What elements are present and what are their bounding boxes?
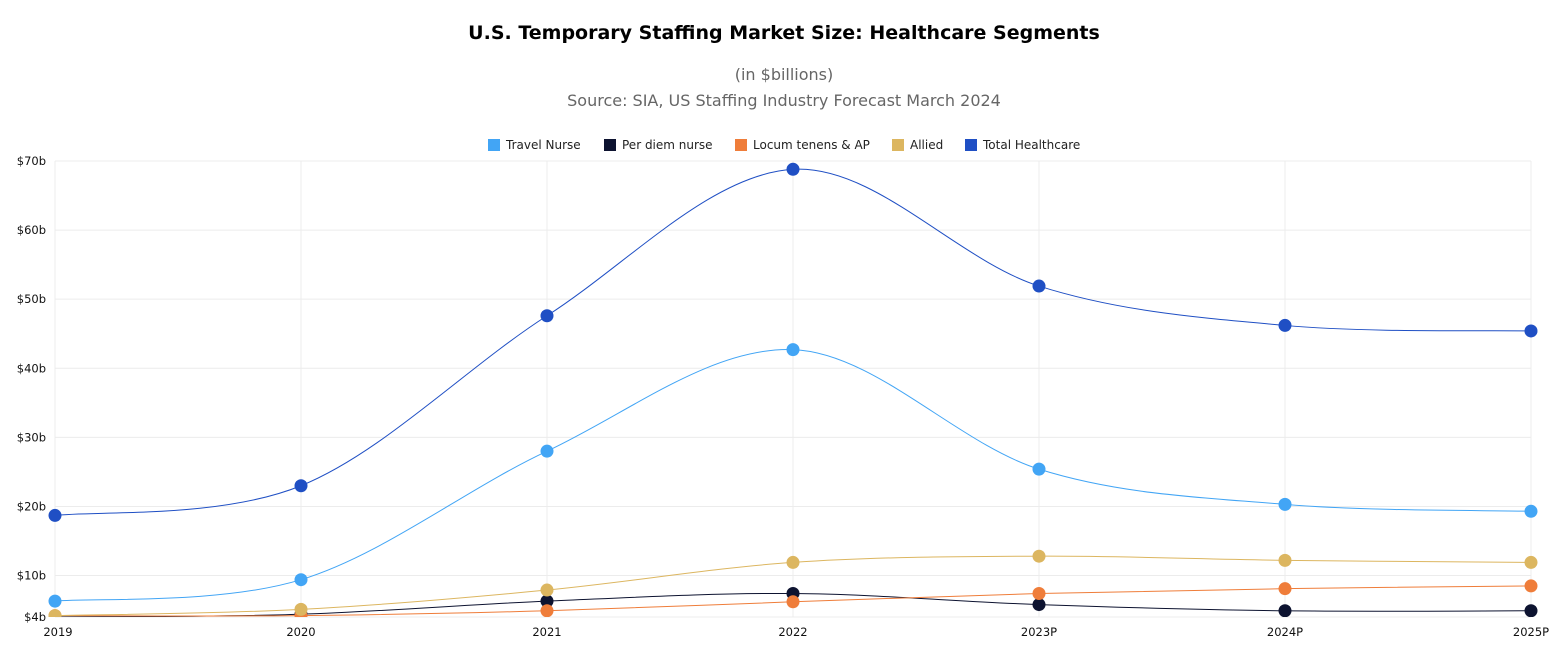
y-tick-label: $4b	[24, 610, 46, 624]
data-point	[540, 604, 554, 617]
chart-source: Source: SIA, US Staffing Industry Foreca…	[567, 91, 1001, 110]
data-point	[1524, 604, 1538, 617]
y-tick-label: $60b	[17, 223, 46, 237]
legend-swatch	[604, 139, 616, 151]
x-tick-label: 2023P	[1021, 625, 1057, 639]
legend: Travel Nurse Per diem nurse Locum tenens &…	[488, 138, 1080, 152]
data-point	[786, 162, 800, 176]
data-point	[1524, 579, 1538, 593]
chart-title: U.S. Temporary Staffing Market Size: Hea…	[468, 22, 1100, 44]
legend-label: Travel Nurse	[505, 138, 581, 152]
x-tick-label: 2021	[532, 625, 561, 639]
legend-item[interactable]: Total Healthcare	[965, 138, 1080, 152]
data-point	[1278, 553, 1292, 567]
y-tick-label: $10b	[17, 569, 46, 583]
x-tick-label: 2024P	[1267, 625, 1303, 639]
y-tick-label: $30b	[17, 430, 46, 444]
data-point	[540, 594, 554, 608]
data-point	[48, 594, 62, 608]
data-point	[1278, 497, 1292, 511]
data-point	[294, 479, 308, 493]
grid	[54, 160, 1532, 618]
data-point	[294, 573, 308, 587]
y-axis: $4b $10b $20b $30b $40b $50b $60b $70b	[17, 154, 46, 624]
data-point	[48, 508, 62, 522]
data-point	[1524, 555, 1538, 569]
legend-swatch	[735, 139, 747, 151]
legend-item[interactable]: Per diem nurse	[604, 138, 713, 152]
legend-item[interactable]: Travel Nurse	[488, 138, 581, 152]
data-point	[1032, 462, 1046, 476]
x-tick-label: 2020	[286, 625, 315, 639]
x-tick-label: 2025P	[1513, 625, 1549, 639]
data-point	[1278, 582, 1292, 596]
x-tick-label: 2022	[778, 625, 807, 639]
data-point	[294, 602, 308, 616]
data-point	[786, 555, 800, 569]
data-point	[48, 609, 62, 617]
data-point	[540, 583, 554, 597]
legend-swatch	[892, 139, 904, 151]
data-point	[1032, 598, 1046, 612]
data-point	[786, 595, 800, 609]
data-point	[1278, 604, 1292, 617]
x-axis: 2019 2020 2021 2022 2023P 2024P 2025P	[43, 625, 1549, 639]
legend-label: Allied	[910, 138, 943, 152]
x-tick-label: 2019	[43, 625, 72, 639]
data-point	[1524, 504, 1538, 518]
y-tick-label: $50b	[17, 292, 46, 306]
legend-label: Per diem nurse	[622, 138, 713, 152]
data-point	[1524, 324, 1538, 338]
legend-item[interactable]: Locum tenens & AP	[735, 138, 870, 152]
legend-label: Total Healthcare	[982, 138, 1080, 152]
data-point	[1032, 587, 1046, 601]
legend-item[interactable]: Allied	[892, 138, 943, 152]
data-point	[1032, 549, 1046, 563]
data-point	[1032, 279, 1046, 293]
data-point	[540, 309, 554, 323]
data-point	[540, 444, 554, 458]
y-tick-label: $70b	[17, 154, 46, 168]
data-point	[786, 343, 800, 357]
series-layer	[48, 162, 1538, 617]
legend-swatch	[488, 139, 500, 151]
chart-subtitle: (in $billions)	[735, 65, 834, 84]
legend-label: Locum tenens & AP	[753, 138, 870, 152]
data-point	[1278, 318, 1292, 332]
y-tick-label: $20b	[17, 499, 46, 513]
legend-swatch	[965, 139, 977, 151]
y-tick-label: $40b	[17, 361, 46, 375]
